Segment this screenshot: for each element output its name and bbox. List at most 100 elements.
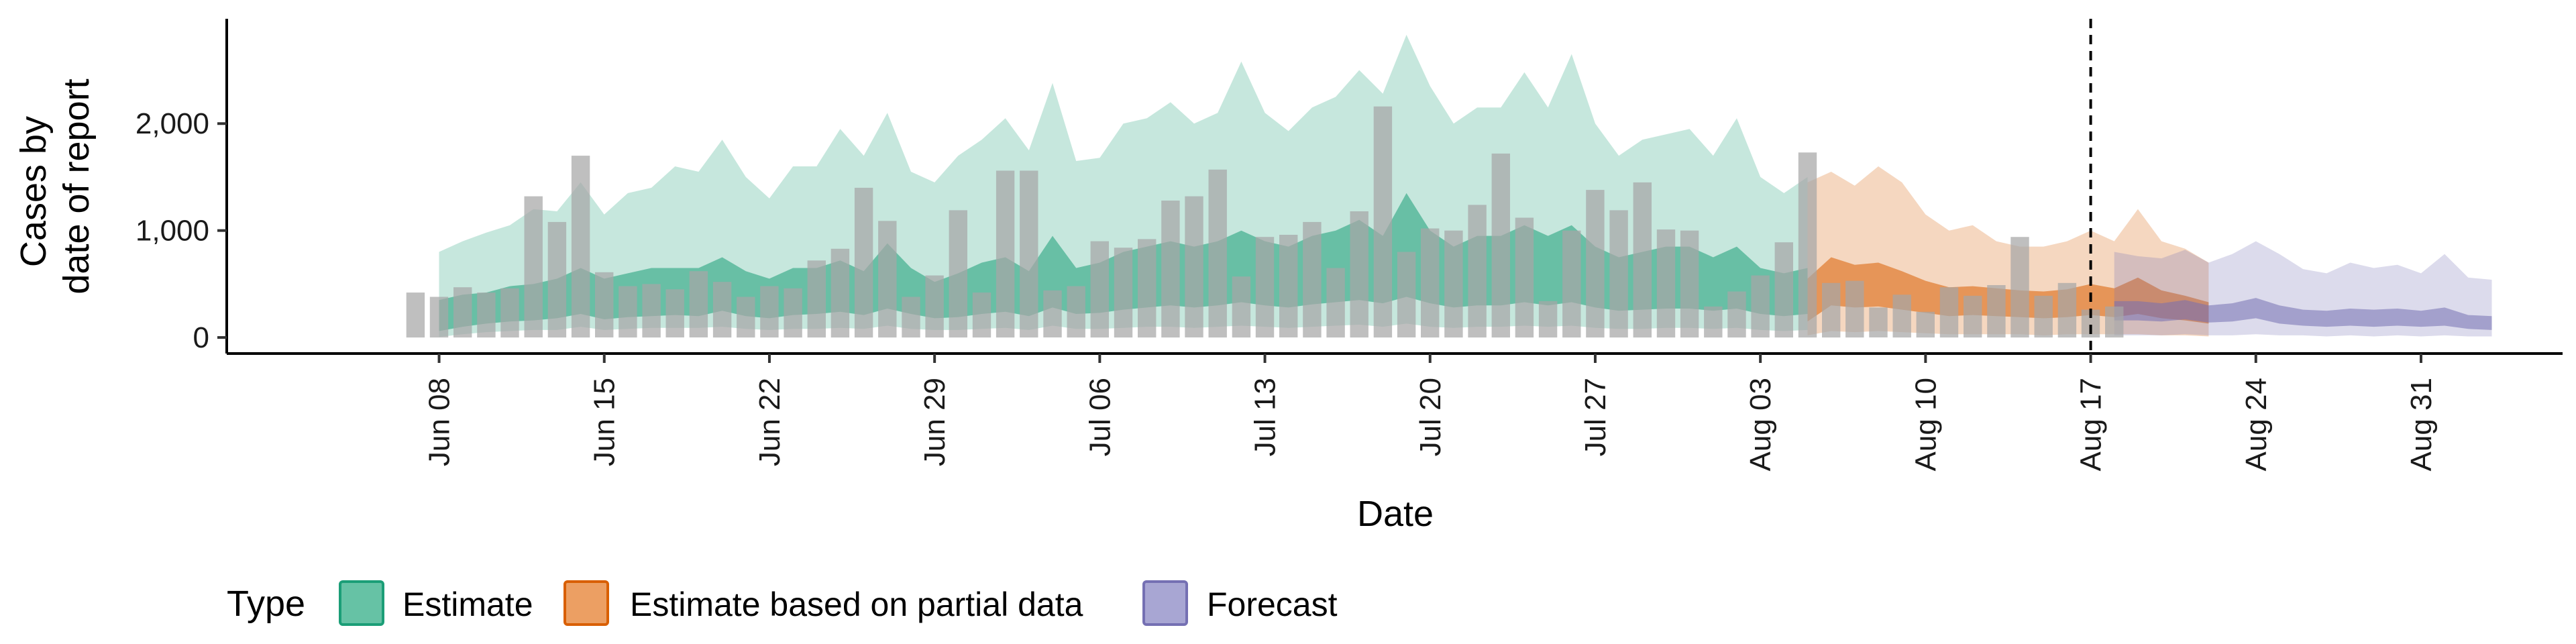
reported-case-bar [1987, 285, 2006, 338]
reported-case-bar [619, 286, 637, 338]
reported-case-bar [1208, 169, 1227, 338]
estimate-bands [439, 34, 2492, 337]
forecast-ci50-band [2114, 298, 2492, 330]
y-tick-label: 2,000 [136, 107, 209, 140]
reported-case-bar [2010, 237, 2029, 338]
reported-case-bar [996, 170, 1015, 338]
x-axis-ticks: Jun 08 Jun 15 Jun 22 Jun 29 Jul 06 Jul 13 Jul … [423, 354, 2438, 471]
reported-case-bar [2057, 282, 2077, 338]
reported-case-bar [1255, 237, 1275, 338]
x-tick-label: Aug 17 [2075, 378, 2108, 471]
reported-case-bar [1232, 276, 1251, 338]
reported-case-bar [1468, 205, 1487, 338]
legend: Type Estimate Estimate based on partial … [227, 580, 1338, 626]
x-tick-label: Aug 24 [2240, 378, 2273, 471]
reported-case-bar [2105, 306, 2124, 338]
reported-case-bars [406, 106, 2124, 338]
reported-case-bar [854, 187, 873, 338]
reported-case-bar [477, 292, 496, 338]
reported-case-bar [784, 288, 802, 338]
y-tick-label: 0 [193, 321, 209, 354]
reported-case-bar [1609, 210, 1628, 338]
reported-case-bar [500, 288, 519, 338]
reported-case-bar [665, 289, 684, 337]
x-tick-label: Jun 22 [753, 378, 786, 466]
reported-case-bar [1491, 153, 1510, 338]
reported-case-bar [1373, 106, 1393, 338]
x-tick-label: Aug 31 [2405, 378, 2438, 471]
reported-case-bar [1751, 275, 1770, 338]
reported-case-bar [1586, 190, 1605, 338]
reported-case-bar [1869, 307, 1888, 337]
reported-case-bar [807, 260, 826, 338]
reported-case-bar [1515, 217, 1534, 338]
reported-case-bar [949, 210, 967, 338]
legend-key-partial [564, 580, 609, 626]
x-tick-label: Jul 27 [1579, 378, 1612, 456]
reported-case-bar [1774, 242, 1793, 338]
reported-case-bar [1680, 230, 1699, 338]
reported-case-bar [689, 271, 708, 337]
x-tick-label: Aug 10 [1909, 378, 1942, 471]
x-tick-label: Jun 08 [423, 378, 456, 466]
reported-case-bar [1444, 230, 1463, 338]
legend-key-estimate [339, 580, 384, 626]
x-tick-label: Jul 20 [1414, 378, 1447, 456]
reported-case-bar [1727, 291, 1746, 338]
reported-case-bar [1964, 295, 1982, 338]
legend-title: Type [227, 584, 305, 624]
reported-case-bar [1562, 230, 1581, 338]
reported-case-bar [1421, 228, 1440, 338]
legend-label-estimate: Estimate [402, 586, 533, 623]
x-tick-label: Jun 15 [588, 378, 621, 466]
reported-case-bar [1185, 196, 1203, 337]
reported-case-bar [1892, 294, 1911, 338]
reported-case-bar [1114, 248, 1133, 338]
legend-key-forecast [1142, 580, 1188, 626]
reported-case-bar [1656, 229, 1676, 338]
reported-case-bar [1303, 221, 1322, 338]
reported-case-bar [1279, 235, 1298, 337]
reported-case-bar [760, 286, 779, 338]
reported-case-bar [571, 156, 590, 338]
reported-case-bar [429, 297, 449, 338]
legend-label-partial: Estimate based on partial data [630, 586, 1083, 623]
reported-case-bar [2034, 295, 2053, 338]
reported-case-bar [712, 282, 732, 338]
x-tick-label: Jul 06 [1083, 378, 1116, 456]
reported-case-bar [642, 284, 661, 338]
legend-label-forecast: Forecast [1207, 586, 1338, 623]
reported-case-bar [453, 287, 472, 338]
y-tick-label: 1,000 [136, 215, 209, 248]
reported-case-bar [878, 221, 897, 338]
x-tick-label: Aug 03 [1744, 378, 1777, 471]
y-axis-title-line-1: Cases by [13, 116, 54, 267]
reported-case-bar [737, 297, 755, 338]
reported-case-bar [1916, 311, 1935, 338]
reported-case-bar [1090, 241, 1109, 338]
reported-case-bar [406, 292, 425, 338]
y-axis-ticks: 0 1,000 2,000 [136, 107, 227, 354]
x-axis-title: Date [1357, 494, 1434, 534]
reported-case-bar [1067, 286, 1085, 338]
y-axis-title-line-2: date of report [56, 78, 97, 294]
reported-case-bar [1538, 301, 1558, 338]
reported-case-bar [972, 292, 991, 338]
reported-case-bar [1845, 280, 1864, 338]
reported-case-bar [1633, 182, 1652, 338]
reported-case-bar [1138, 239, 1157, 338]
reported-case-bar [1939, 287, 1959, 338]
reported-case-bar [524, 196, 543, 337]
reported-case-bar [1822, 282, 1841, 338]
reported-case-bar [547, 221, 567, 338]
reported-case-bar [830, 248, 850, 338]
reported-case-bar [1326, 268, 1345, 338]
y-axis-title: Cases by date of report [13, 78, 97, 294]
reported-case-bar [902, 297, 920, 338]
reported-case-bar [1798, 152, 1817, 338]
reported-case-bar [1161, 201, 1180, 338]
x-tick-label: Jul 13 [1249, 378, 1282, 456]
reported-case-bar [595, 272, 614, 337]
reported-case-bar [1350, 211, 1368, 338]
